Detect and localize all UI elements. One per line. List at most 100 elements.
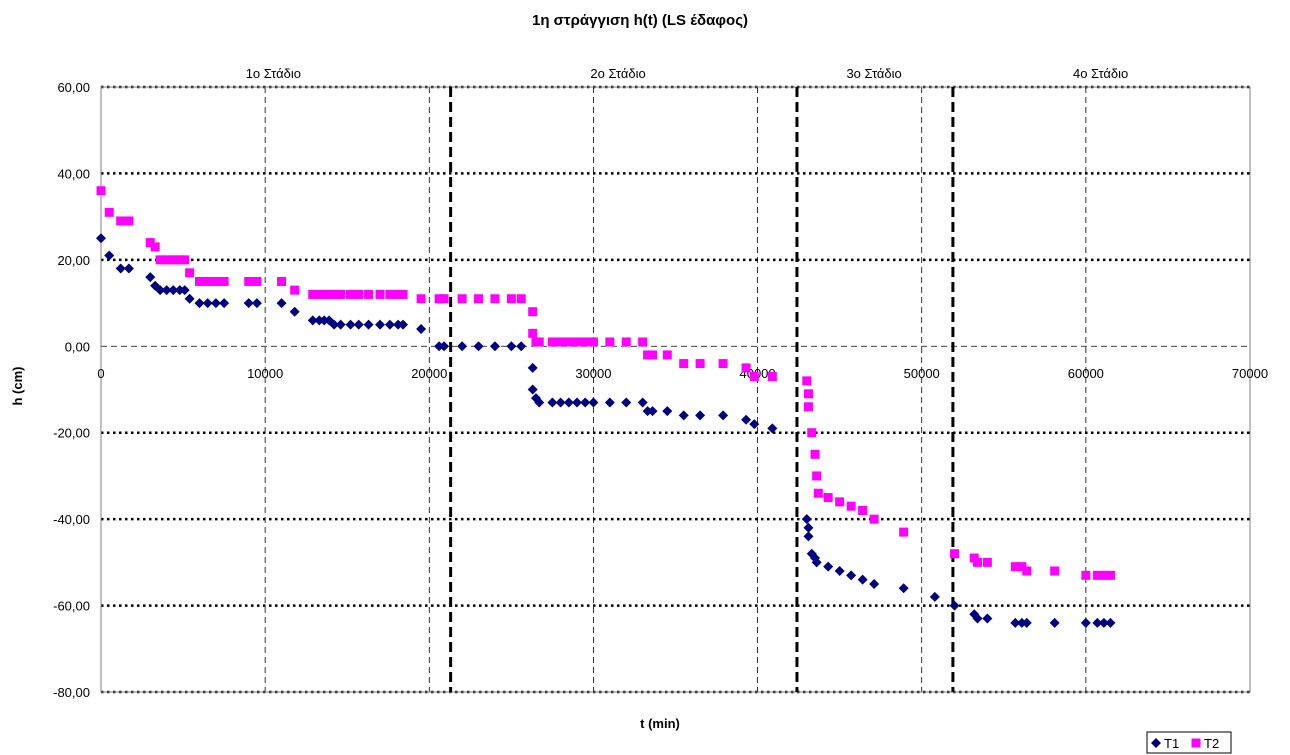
data-point-T1 bbox=[823, 561, 834, 572]
data-point-T1 bbox=[547, 397, 558, 408]
data-point-T2 bbox=[290, 285, 300, 295]
data-point-T2 bbox=[528, 307, 538, 317]
data-point-T1 bbox=[846, 570, 857, 581]
data-point-T1 bbox=[534, 397, 545, 408]
data-point-T2 bbox=[648, 350, 658, 360]
data-point-T2 bbox=[150, 242, 160, 252]
plot-area: 1ο Στάδιο 2ο Στάδιο 3ο Στάδιο 4ο Στάδιο 0 100… bbox=[53, 66, 1268, 700]
legend-marker-T1 bbox=[1151, 738, 1161, 748]
data-point-T1 bbox=[555, 397, 566, 408]
data-point-T1 bbox=[1049, 617, 1060, 628]
data-point-T2 bbox=[803, 389, 813, 399]
data-point-T2 bbox=[439, 294, 449, 304]
data-point-T1 bbox=[155, 285, 166, 296]
plot-border bbox=[100, 86, 1251, 693]
legend-label-T1: T1 bbox=[1164, 736, 1179, 751]
data-point-T2 bbox=[1105, 570, 1115, 580]
data-point-T2 bbox=[319, 289, 329, 299]
data-point-T2 bbox=[185, 268, 195, 278]
data-point-T2 bbox=[813, 488, 823, 498]
y-tick-label: -20,00 bbox=[53, 426, 90, 441]
legend-label-T2: T2 bbox=[1204, 736, 1219, 751]
data-point-T1 bbox=[898, 583, 909, 594]
data-point-T1 bbox=[811, 557, 822, 568]
data-point-T1 bbox=[1021, 617, 1032, 628]
legend-box bbox=[1146, 731, 1232, 754]
series-T2 bbox=[96, 186, 1115, 580]
data-point-T2 bbox=[364, 289, 374, 299]
data-point-T2 bbox=[580, 337, 590, 347]
data-point-T2 bbox=[162, 255, 172, 265]
data-point-T2 bbox=[638, 337, 648, 347]
y-axis-label: h (cm) bbox=[10, 367, 25, 406]
data-point-T2 bbox=[858, 506, 868, 515]
data-point-T2 bbox=[375, 289, 385, 299]
data-point-T2 bbox=[336, 289, 346, 299]
x-tick-label: 60000 bbox=[1068, 366, 1104, 381]
data-point-T2 bbox=[528, 328, 538, 338]
data-point-T1 bbox=[329, 319, 340, 330]
data-point-T1 bbox=[307, 315, 318, 326]
data-point-T2 bbox=[1099, 570, 1109, 580]
data-point-T2 bbox=[244, 276, 254, 286]
y-tick-label: 40,00 bbox=[57, 166, 90, 181]
x-tick-label: 50000 bbox=[904, 366, 940, 381]
data-point-T1 bbox=[527, 384, 538, 395]
data-point-T2 bbox=[869, 514, 879, 524]
data-point-T2 bbox=[490, 294, 500, 304]
data-point-T2 bbox=[1050, 566, 1060, 576]
data-point-T1 bbox=[251, 298, 262, 309]
data-point-T2 bbox=[219, 276, 229, 286]
data-point-T1 bbox=[179, 285, 190, 296]
data-point-T1 bbox=[949, 600, 960, 611]
data-point-T1 bbox=[982, 613, 993, 624]
data-point-T1 bbox=[1105, 617, 1116, 628]
data-point-T1 bbox=[563, 397, 574, 408]
y-tick-label: -80,00 bbox=[53, 685, 90, 700]
data-point-T1 bbox=[353, 319, 364, 330]
y-tick-label: -60,00 bbox=[53, 599, 90, 614]
data-point-T1 bbox=[637, 397, 648, 408]
stage-label-2: 2ο Στάδιο bbox=[590, 66, 645, 81]
data-point-T2 bbox=[679, 359, 689, 369]
x-axis-label: t (min) bbox=[640, 716, 680, 731]
data-point-T2 bbox=[252, 276, 262, 286]
data-point-T2 bbox=[194, 276, 204, 286]
chart-title: 1η στράγγιση h(t) (LS έδαφος) bbox=[532, 12, 748, 29]
data-point-T2 bbox=[1092, 570, 1102, 580]
y-tick-label: 0,00 bbox=[65, 339, 90, 354]
data-point-T2 bbox=[96, 186, 106, 196]
data-point-T1 bbox=[1080, 617, 1091, 628]
data-point-T2 bbox=[662, 350, 672, 360]
data-point-T1 bbox=[749, 419, 760, 430]
x-tick-label: 20000 bbox=[411, 366, 447, 381]
data-point-T2 bbox=[354, 289, 364, 299]
data-point-T2 bbox=[812, 471, 822, 481]
data-point-T2 bbox=[556, 337, 566, 347]
data-point-T2 bbox=[835, 497, 845, 507]
data-point-T1 bbox=[741, 414, 752, 425]
data-point-T2 bbox=[104, 207, 114, 217]
data-point-T2 bbox=[899, 527, 909, 537]
data-point-T2 bbox=[1022, 566, 1032, 576]
series-T1 bbox=[96, 233, 1116, 628]
data-point-T2 bbox=[973, 557, 983, 567]
data-point-T2 bbox=[803, 402, 813, 412]
data-point-T1 bbox=[398, 319, 409, 330]
data-point-T2 bbox=[564, 337, 574, 347]
data-point-T1 bbox=[219, 298, 230, 309]
data-point-T2 bbox=[982, 557, 992, 567]
data-point-T1 bbox=[457, 341, 468, 352]
data-point-T2 bbox=[211, 276, 221, 286]
data-point-T2 bbox=[457, 294, 467, 304]
data-point-T1 bbox=[929, 591, 940, 602]
data-point-T1 bbox=[489, 341, 500, 352]
data-point-T2 bbox=[385, 289, 395, 299]
data-point-T1 bbox=[168, 285, 179, 296]
data-point-T2 bbox=[398, 289, 408, 299]
data-point-T1 bbox=[604, 397, 615, 408]
data-point-T2 bbox=[605, 337, 615, 347]
data-point-T2 bbox=[572, 337, 582, 347]
data-point-T1 bbox=[718, 410, 729, 421]
